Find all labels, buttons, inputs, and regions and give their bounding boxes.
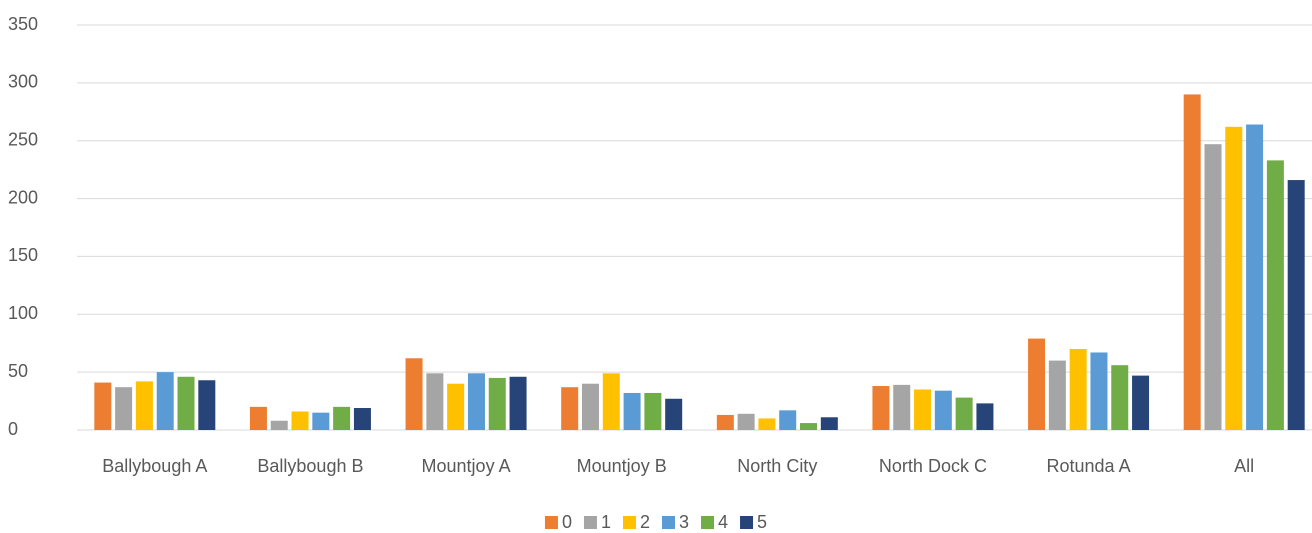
x-tick-label: Mountjoy B: [577, 456, 667, 476]
y-tick-label: 0: [8, 419, 18, 439]
bar: [509, 376, 527, 430]
bar: [581, 383, 599, 430]
y-tick-label: 300: [8, 72, 38, 92]
x-tick-label: Ballybough A: [102, 456, 207, 476]
bar: [758, 418, 776, 430]
legend-label: 1: [601, 512, 611, 532]
bar: [976, 403, 994, 430]
bar: [94, 382, 112, 430]
x-tick-label: Rotunda A: [1047, 456, 1131, 476]
legend-label: 0: [562, 512, 572, 532]
bar: [333, 406, 351, 430]
bar: [955, 397, 973, 430]
bar: [644, 392, 662, 430]
bar: [488, 377, 506, 430]
bar: [177, 376, 195, 430]
bar: [779, 410, 797, 430]
y-tick-label: 50: [8, 361, 28, 381]
x-tick-label: Mountjoy A: [422, 456, 511, 476]
bar: [312, 412, 330, 430]
bar: [1183, 94, 1201, 430]
bar: [1090, 352, 1108, 430]
bar: [716, 414, 734, 430]
bar: [1287, 180, 1305, 430]
y-tick-label: 150: [8, 245, 38, 265]
x-tick-label: North Dock C: [879, 456, 987, 476]
bar: [914, 389, 932, 430]
bar: [115, 387, 133, 430]
bar: [934, 390, 952, 430]
bar: [291, 411, 309, 430]
bar: [1246, 124, 1264, 430]
x-tick-label: Ballybough B: [257, 456, 363, 476]
legend-label: 4: [718, 512, 728, 532]
bar: [405, 358, 423, 430]
x-tick-label: North City: [737, 456, 817, 476]
bar: [426, 373, 444, 430]
bar: [602, 373, 620, 430]
legend-swatch: [740, 516, 754, 529]
legend-swatch: [622, 516, 636, 529]
bar: [1069, 349, 1087, 430]
bar: [135, 381, 153, 430]
bar: [872, 386, 890, 430]
bar: [447, 383, 465, 430]
bar: [1028, 338, 1046, 430]
bar: [893, 384, 911, 430]
bar: [156, 372, 174, 430]
legend-label: 3: [679, 512, 689, 532]
y-tick-label: 200: [8, 187, 38, 207]
legend-swatch: [583, 516, 597, 529]
legend-swatch: [544, 516, 558, 529]
bar: [198, 380, 216, 430]
legend-swatch: [701, 516, 715, 529]
bar: [1225, 126, 1243, 430]
x-tick-label: All: [1234, 456, 1254, 476]
bar: [1132, 375, 1150, 430]
y-tick-label: 100: [8, 303, 38, 323]
bar: [737, 413, 755, 430]
bar: [623, 392, 641, 430]
bar: [1048, 360, 1066, 430]
legend-label: 2: [640, 512, 650, 532]
bar: [820, 417, 838, 430]
y-tick-label: 250: [8, 129, 38, 149]
bar: [665, 398, 683, 430]
y-tick-label: 350: [8, 14, 38, 34]
bar: [249, 406, 267, 430]
legend-label: 5: [757, 512, 767, 532]
bar: [1266, 160, 1284, 430]
bar: [561, 387, 579, 430]
bar: [467, 373, 485, 430]
bar: [270, 420, 288, 430]
legend-swatch: [662, 516, 675, 529]
bar: [1111, 365, 1129, 430]
bar: [800, 423, 818, 430]
bar: [1204, 144, 1222, 430]
bar: [353, 408, 371, 430]
